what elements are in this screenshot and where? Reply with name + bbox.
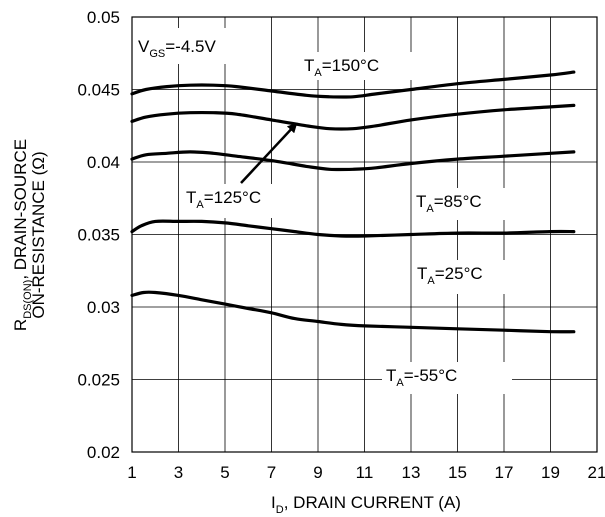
y-tick-label: 0.03 bbox=[87, 298, 120, 317]
x-tick-label: 15 bbox=[448, 463, 467, 482]
x-tick-label: 1 bbox=[127, 463, 136, 482]
vgs-label: VGS=-4.5V bbox=[138, 37, 216, 60]
plot-frame bbox=[131, 16, 598, 453]
t25-label: TA=25°C bbox=[417, 264, 483, 287]
y-tick-label: 0.035 bbox=[77, 226, 120, 245]
x-tick-label: 17 bbox=[495, 463, 514, 482]
series-line-2 bbox=[130, 103, 576, 131]
series-line-1 bbox=[130, 70, 576, 99]
y-tick-label: 0.045 bbox=[77, 81, 120, 100]
x-tick-label: 13 bbox=[402, 463, 421, 482]
x-tick-label: 21 bbox=[588, 463, 605, 482]
series-lines bbox=[130, 70, 576, 334]
x-tick-label: 9 bbox=[313, 463, 322, 482]
x-axis-label: ID, DRAIN CURRENT (A) bbox=[271, 493, 461, 516]
vgs-label-bg bbox=[132, 28, 254, 64]
tm55-label-bg bbox=[382, 362, 512, 394]
t85-label: TA=85°C bbox=[416, 192, 482, 215]
x-tick-label: 3 bbox=[174, 463, 183, 482]
x-tick-label: 19 bbox=[541, 463, 560, 482]
t125-label-bg bbox=[182, 184, 286, 218]
t85-label-bg bbox=[412, 188, 512, 220]
y-tick-labels: 0.02 0.025 0.03 0.035 0.04 0.045 0.05 bbox=[77, 8, 120, 462]
t125-label: TA=125°C bbox=[186, 188, 261, 211]
x-tick-label: 11 bbox=[356, 463, 374, 482]
t125-arrow bbox=[240, 122, 298, 184]
x-tick-label: 5 bbox=[220, 463, 229, 482]
y-tick-label: 0.04 bbox=[87, 153, 120, 172]
y-axis-label-line1: RDS(ON), DRAIN-SOURCE bbox=[11, 139, 34, 331]
series-line-5 bbox=[130, 290, 576, 334]
y-tick-label: 0.05 bbox=[87, 8, 120, 27]
y-axis-label-line2: ON-RESISTANCE (Ω) bbox=[29, 151, 48, 318]
tm55-label: TA=-55°C bbox=[386, 366, 457, 389]
x-tick-labels: 1 3 5 7 9 11 13 15 17 19 21 bbox=[127, 463, 605, 482]
y-tick-label: 0.02 bbox=[87, 443, 120, 462]
x-tick-label: 7 bbox=[267, 463, 276, 482]
y-tick-label: 0.025 bbox=[77, 371, 120, 390]
series-line-4 bbox=[130, 219, 576, 238]
t25-label-bg bbox=[413, 260, 513, 294]
t150-label-bg bbox=[300, 52, 415, 80]
t150-label: TA=150°C bbox=[304, 56, 379, 79]
series-line-3 bbox=[130, 150, 576, 172]
